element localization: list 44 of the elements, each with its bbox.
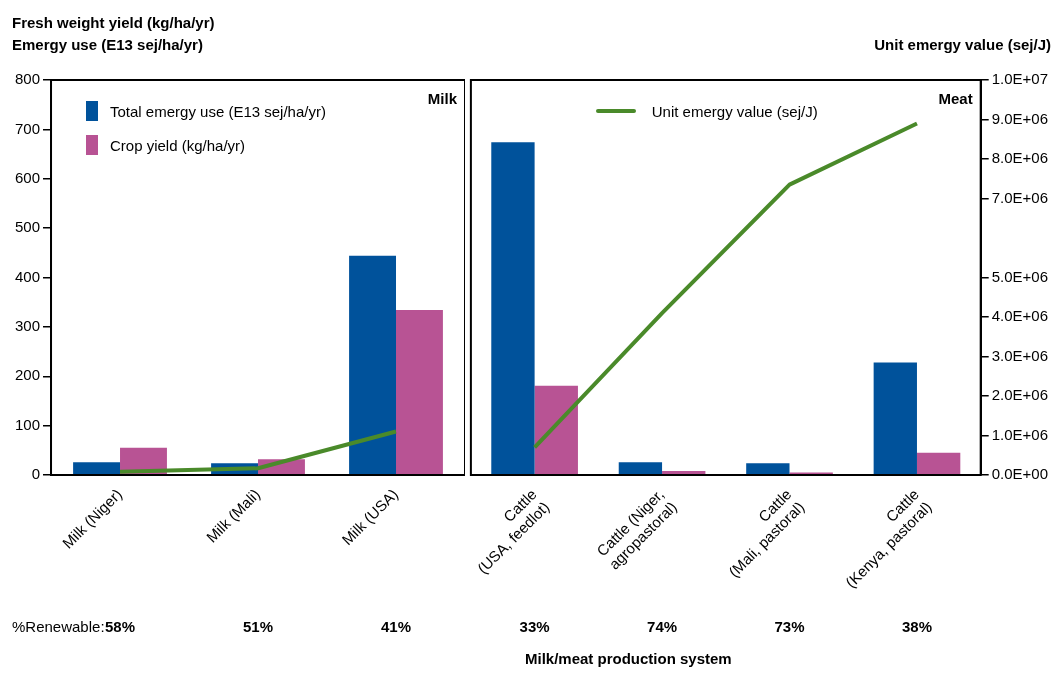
y-tick-label: 200 xyxy=(15,366,41,384)
bar xyxy=(534,385,578,475)
y-tick-label: 600 xyxy=(15,168,41,186)
y2-tick-label: 7.0E+06 xyxy=(991,188,1049,206)
y2-tick-label: 8.0E+06 xyxy=(991,149,1049,167)
y-tick-label: 0 xyxy=(31,465,41,483)
bar xyxy=(73,462,121,475)
y2-tick-label: 4.0E+06 xyxy=(991,307,1049,325)
text: 41% xyxy=(380,618,412,635)
legend-label: Total emergy use (E13 sej/ha/yr) xyxy=(110,102,326,120)
y2-tick-label: 1.0E+06 xyxy=(991,425,1049,443)
bar xyxy=(746,463,790,475)
y2-tick-label: 2.0E+06 xyxy=(991,386,1049,404)
y-tick-label: 700 xyxy=(15,119,41,137)
y-tick-label: 100 xyxy=(15,415,41,433)
legend-label: Unit emergy value (sej/J) xyxy=(651,102,818,120)
text: %Renewable: xyxy=(12,618,105,635)
bar xyxy=(396,310,443,475)
y2-tick-label: 1.0E+07 xyxy=(991,70,1049,88)
bar xyxy=(873,362,917,475)
text: Meat xyxy=(938,90,973,107)
text: 74% xyxy=(647,618,678,635)
bar xyxy=(618,462,663,475)
y-tick-label: 500 xyxy=(15,218,41,236)
text: 33% xyxy=(519,618,550,635)
bar xyxy=(916,452,961,475)
text: 38% xyxy=(901,618,932,635)
text: Milk xyxy=(427,90,457,107)
text: 51% xyxy=(242,618,274,635)
y2-tick-label: 9.0E+06 xyxy=(991,109,1049,127)
y-tick-label: 800 xyxy=(15,70,41,88)
legend-label: Crop yield (kg/ha/yr) xyxy=(110,136,246,154)
y-tick-label: 400 xyxy=(15,267,41,285)
y-tick-label: 300 xyxy=(15,317,41,335)
y2-tick-label: 0.0E+00 xyxy=(991,465,1049,483)
text: 58% xyxy=(105,618,136,635)
y2-tick-label: 3.0E+06 xyxy=(991,346,1049,364)
text: 73% xyxy=(774,618,805,635)
bar xyxy=(491,142,535,475)
text: Milk/meat production system xyxy=(525,650,732,667)
y-axis-title: Fresh weight yield (kg/ha/yr) Emergy use (E13 sej/ha/yr) xyxy=(12,13,215,55)
bar xyxy=(349,255,396,475)
y2-axis-title: Unit emergy value (sej/J) xyxy=(874,36,1051,53)
y2-tick-label: 5.0E+06 xyxy=(991,267,1049,285)
